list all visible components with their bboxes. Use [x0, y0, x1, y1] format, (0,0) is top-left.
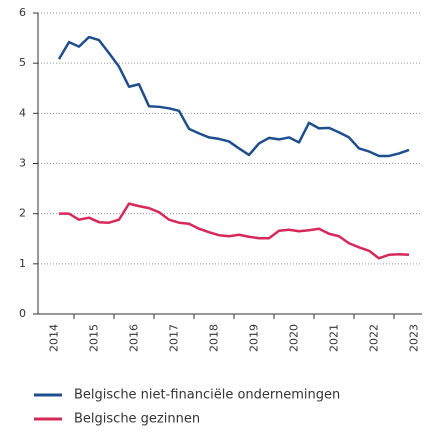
- x-tick-label: 2017: [168, 324, 181, 352]
- x-tick-label: 2021: [328, 324, 341, 352]
- y-tick-label: 6: [19, 6, 26, 19]
- x-tick-label: 2022: [368, 324, 381, 352]
- y-tick-label: 5: [19, 56, 26, 69]
- x-tick-label: 2018: [208, 324, 221, 352]
- line: [59, 202, 410, 260]
- x-tick-label: 2016: [128, 324, 141, 352]
- x-tick-label: 2019: [248, 324, 261, 352]
- legend-label: Belgische niet-financiële ondernemingen: [74, 388, 340, 403]
- x-tick-label: 2023: [408, 324, 421, 352]
- legend-label: Belgische gezinnen: [74, 412, 200, 427]
- x-tick-label: 2015: [88, 324, 101, 352]
- x-tick-label: 2020: [288, 324, 301, 352]
- line: [57, 35, 410, 158]
- y-tick-label: 3: [19, 157, 26, 170]
- y-tick-label: 1: [19, 257, 26, 270]
- y-tick-label: 4: [19, 106, 26, 119]
- y-tick-label: 0: [19, 307, 26, 320]
- x-tick-label: 2014: [48, 324, 61, 352]
- y-tick-label: 2: [19, 207, 26, 220]
